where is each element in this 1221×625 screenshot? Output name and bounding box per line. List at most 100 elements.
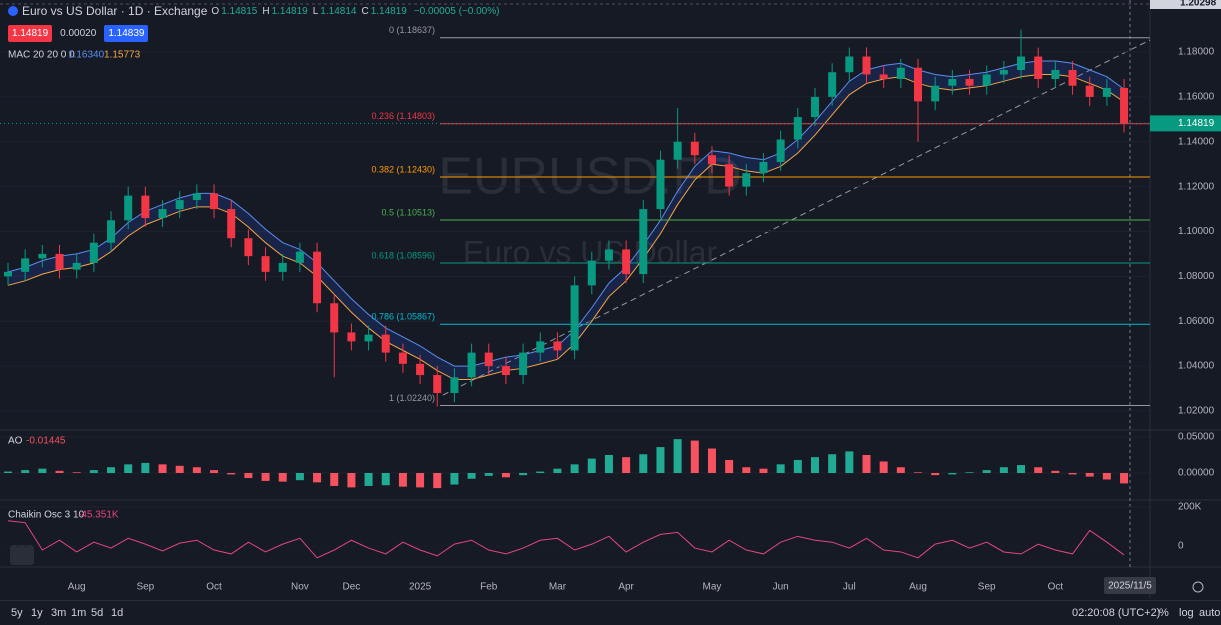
ao-bar [776,464,785,473]
ao-bar [1034,467,1043,473]
ao-bar [570,464,579,473]
ao-bar [398,472,407,487]
ao-bar [1051,470,1060,473]
candle-body [484,352,493,367]
scale-option[interactable]: log [1179,607,1194,619]
candle-body [656,159,665,210]
ao-bar [330,472,339,486]
symbol: Euro vs US Dollar · 1D · Exchange [22,4,208,18]
x-tick-label: Dec [343,582,361,593]
indicator-name: MAC 20 20 0 0 [8,50,75,61]
ao-bar [965,472,974,473]
range-button[interactable]: 1y [31,607,43,619]
top-price-box [1150,0,1221,9]
candle-body [450,377,459,393]
candle-body [89,242,98,263]
ao-bar [622,457,631,473]
ao-bar [759,468,768,473]
ao-bar [931,472,940,476]
indicator-value: -45.351K [78,510,119,521]
candle-body [347,332,356,342]
trend-line[interactable] [442,39,1151,396]
x-tick-label: Apr [618,582,634,593]
candle-body [433,375,442,393]
range-button[interactable]: 5y [11,607,23,619]
candle-body [278,262,287,272]
ao-bar [141,462,150,473]
y-tick-label: 1.02000 [1178,406,1215,417]
scale-option[interactable]: auto [1199,607,1221,619]
range-button[interactable]: 3m [51,607,67,619]
fib-label: 1 (1.02240) [389,393,435,403]
ao-bar [587,458,596,473]
ao-bar [879,461,888,473]
candle-body [965,78,974,86]
ao-bar [278,472,287,482]
ohlc-key: L [312,5,319,17]
change: −0.00005 (−0.00%) [413,5,500,17]
ao-bar [484,472,493,476]
fib-label: 0.618 (1.08596) [371,250,435,260]
ao-bar [38,468,47,473]
x-tick-label: Jun [773,582,789,593]
ao-bar [381,472,390,486]
spread: 0.00020 [60,28,97,39]
candle-body [210,193,219,210]
x-tick-label: Oct [206,582,222,593]
ao-bar [467,472,476,479]
ohlc-value: 1.14819 [271,5,308,17]
candle-body [364,334,373,342]
range-button[interactable]: 5d [91,607,104,619]
x-tick-label: May [703,582,722,593]
scale-option[interactable]: % [1159,607,1169,619]
ao-bar [192,467,201,473]
background [0,0,1221,600]
fib-label: 0.236 (1.14803) [371,111,435,121]
candle-body [381,334,390,353]
y-tick-label: 1.06000 [1178,316,1215,327]
range-button[interactable]: 1d [111,607,124,619]
x-tick-label: Sep [978,582,996,593]
candle-body [192,193,201,201]
x-tick-label: Oct [1048,582,1064,593]
candle-body [1120,87,1129,124]
candle-body [38,253,47,259]
ao-bar [793,460,802,473]
candle-body [776,139,785,162]
ao-bar [227,472,236,475]
y-tick-label: 1.04000 [1178,361,1215,372]
sell-button[interactable]: 1.14819 [8,25,53,42]
ao-bar [416,472,425,488]
candle-body [55,253,64,270]
settings-icon[interactable] [1192,581,1204,593]
candle-body [1085,85,1094,97]
candle-body [862,56,871,75]
ao-bar [72,472,81,473]
ao-bar [1017,465,1026,473]
candle-body [570,285,579,351]
x-tick-label: Jul [843,582,856,593]
indicator-name: AO [8,436,23,447]
tv-logo[interactable] [10,545,34,565]
candle-body [553,341,562,351]
y-tick-label: 1.18000 [1178,47,1215,58]
ao-bar [639,454,648,473]
candle-body [896,67,905,79]
ao-bar [604,454,613,473]
ao-bar [673,439,682,473]
candle-body [107,220,116,243]
ao-bar [347,472,356,488]
range-button[interactable]: 1m [71,607,87,619]
indicator-name: Chaikin Osc 3 10 [8,510,85,521]
ao-bar [725,460,734,473]
x-tick-label: Feb [480,582,498,593]
candle-body [931,85,940,102]
ao-bar [948,472,957,475]
candle-body [519,352,528,376]
y-tick-label: 1.10000 [1178,226,1215,237]
ao-bar [244,472,253,479]
buy-button[interactable]: 1.14839 [104,25,149,42]
candle-body [4,271,12,277]
ao-bar [295,472,304,481]
ao-bar [433,472,442,489]
